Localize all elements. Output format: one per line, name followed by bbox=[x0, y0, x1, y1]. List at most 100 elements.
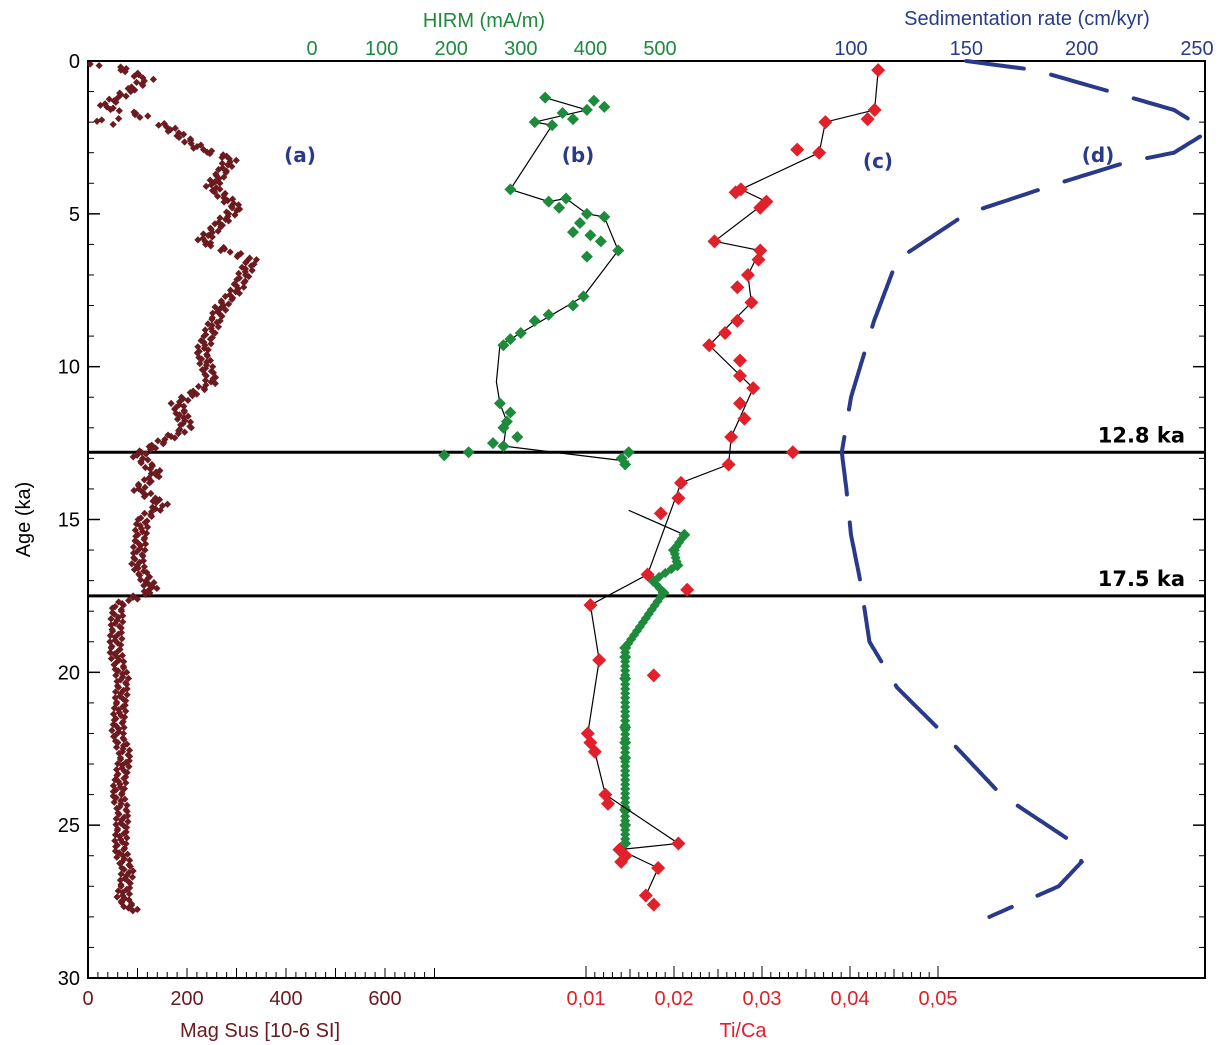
hirm-point bbox=[504, 183, 517, 196]
magsus-point bbox=[120, 723, 128, 732]
tica-point bbox=[737, 411, 752, 426]
magsus-point bbox=[127, 901, 135, 909]
magsus-point bbox=[119, 618, 127, 626]
magsus-point bbox=[114, 739, 122, 747]
magsus-point bbox=[172, 409, 180, 418]
hirm-point bbox=[438, 449, 451, 462]
hirm-point bbox=[497, 339, 510, 352]
magsus-point bbox=[155, 121, 163, 129]
magsus-point bbox=[121, 701, 129, 709]
hirm-point bbox=[598, 100, 611, 113]
magsus-point bbox=[148, 462, 157, 470]
labels: 12.8 ka 17.5 ka (a) (b) (c) (d) bbox=[284, 143, 1185, 591]
magsus-point bbox=[112, 743, 121, 751]
magsus-point bbox=[115, 107, 123, 115]
magsus-point bbox=[147, 470, 155, 478]
magsus-point bbox=[214, 227, 222, 235]
magsus-point bbox=[113, 826, 121, 835]
hirm-point bbox=[567, 299, 579, 312]
tica-point bbox=[640, 567, 655, 582]
magsus-point bbox=[140, 492, 148, 501]
magsus-point bbox=[122, 680, 131, 688]
tica-point bbox=[614, 854, 629, 869]
tica-point bbox=[753, 243, 768, 258]
magsus-point bbox=[124, 674, 133, 683]
magsus-point bbox=[111, 847, 120, 855]
magsus-point bbox=[202, 361, 211, 369]
magsus-point bbox=[149, 75, 157, 83]
magsus-point bbox=[188, 392, 197, 400]
magsus-axis-label: Mag Sus [10-6 SI] bbox=[180, 1020, 340, 1042]
hirm-point bbox=[594, 235, 607, 248]
magsus-point bbox=[211, 329, 219, 337]
magsus-point bbox=[180, 408, 188, 416]
magsus-point bbox=[180, 130, 188, 138]
magsus-point bbox=[111, 837, 119, 845]
magsus-point bbox=[211, 220, 219, 228]
magsus-point bbox=[216, 304, 224, 313]
hirm-point bbox=[619, 736, 632, 749]
magsus-point bbox=[164, 431, 172, 439]
tica-point bbox=[702, 338, 717, 353]
magsus-point bbox=[151, 444, 160, 452]
magsus-point bbox=[145, 479, 154, 487]
magsus-point bbox=[207, 181, 215, 189]
magsus-point bbox=[247, 262, 255, 270]
magsus-point bbox=[106, 105, 115, 114]
magsus-point bbox=[123, 807, 131, 815]
magsus-point bbox=[109, 782, 117, 790]
magsus-point bbox=[186, 418, 195, 426]
magsus-point bbox=[110, 798, 118, 806]
magsus-point bbox=[209, 309, 217, 317]
magsus-point bbox=[111, 603, 119, 611]
magsus-point bbox=[155, 473, 163, 481]
magsus-point bbox=[216, 179, 224, 187]
tica-point bbox=[785, 445, 800, 460]
magsus-point bbox=[126, 856, 134, 864]
magsus-point bbox=[194, 382, 203, 391]
magsus-point bbox=[216, 185, 224, 193]
hirm-point bbox=[580, 250, 593, 263]
magsus-point bbox=[110, 704, 118, 712]
magsus-point bbox=[204, 320, 212, 328]
magsus-point bbox=[171, 434, 179, 442]
hirm-point bbox=[553, 201, 566, 214]
magsus-point bbox=[123, 691, 131, 699]
y-tick-label: 20 bbox=[58, 662, 80, 684]
hirm-point bbox=[556, 106, 569, 119]
magsus-point bbox=[210, 188, 219, 196]
tica-point bbox=[653, 506, 668, 521]
magsus-point bbox=[95, 61, 103, 70]
magsus-point bbox=[140, 476, 148, 484]
magsus-tick-label: 400 bbox=[269, 988, 302, 1010]
tica-point bbox=[860, 112, 875, 127]
hirm-point bbox=[542, 195, 555, 208]
magsus-point bbox=[118, 651, 126, 660]
tica-point bbox=[733, 353, 747, 368]
tica-tick-label: 0,04 bbox=[831, 988, 870, 1010]
magsus-point bbox=[218, 312, 226, 320]
magsus-point bbox=[98, 116, 106, 124]
magsus-point bbox=[201, 376, 210, 385]
magsus-point bbox=[117, 712, 125, 720]
hirm-point bbox=[619, 651, 632, 664]
magsus-point bbox=[127, 87, 135, 96]
magsus-point bbox=[240, 283, 248, 291]
magsus-point bbox=[141, 540, 150, 548]
tica-tick-label: 0,05 bbox=[919, 988, 958, 1010]
magsus-point bbox=[167, 399, 175, 407]
magsus-point bbox=[118, 635, 126, 643]
tica-point bbox=[583, 598, 598, 613]
magsus-point bbox=[120, 785, 129, 793]
magsus-point bbox=[119, 612, 127, 620]
magsus-point bbox=[112, 815, 120, 823]
hirm-point bbox=[622, 446, 635, 459]
tica-point bbox=[751, 252, 766, 267]
magsus-point bbox=[226, 291, 234, 299]
magsus-point bbox=[235, 269, 243, 278]
magsus-point bbox=[109, 788, 117, 796]
panel-label: (d) bbox=[1082, 143, 1115, 167]
magsus-point bbox=[174, 429, 182, 438]
magsus-point bbox=[252, 256, 261, 264]
magsus-point bbox=[121, 68, 129, 76]
